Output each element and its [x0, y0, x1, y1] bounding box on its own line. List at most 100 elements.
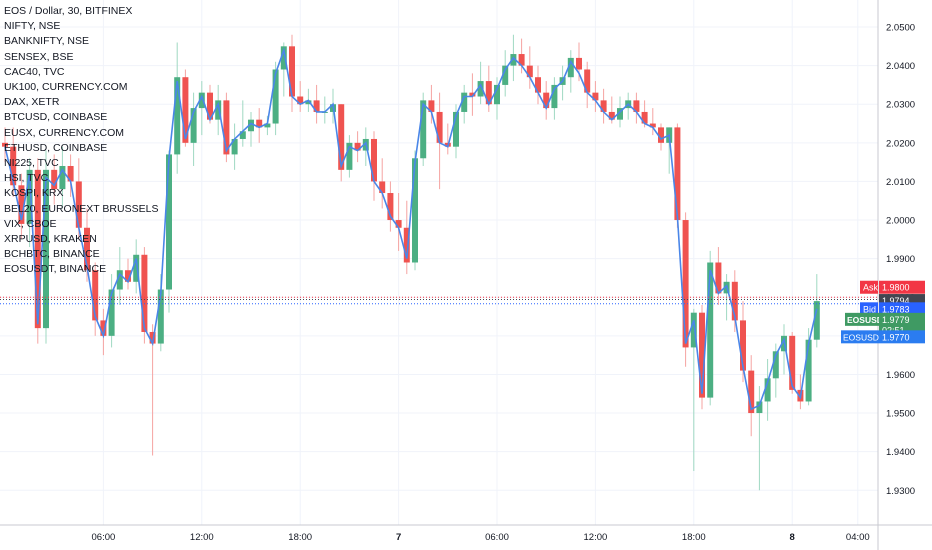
- candle-body: [264, 123, 271, 128]
- symbol-item[interactable]: UK100, CURRENCY.COM: [4, 81, 128, 94]
- candle-body: [297, 96, 304, 105]
- candle-body: [100, 320, 107, 336]
- price-tick-label: 2.0300: [886, 100, 915, 111]
- candle-body: [379, 181, 386, 194]
- candle-body: [813, 301, 820, 340]
- candle-body: [567, 57, 574, 78]
- price-tick-label: 1.9400: [886, 447, 915, 458]
- symbol-item[interactable]: BEL20, EURONEXT BRUSSELS: [4, 202, 159, 215]
- symbol-item[interactable]: CAC40, TVC: [4, 65, 65, 78]
- candle-body: [543, 92, 550, 109]
- candle-body: [608, 111, 615, 120]
- eosusdt-value-bg: [879, 330, 925, 344]
- candle-body: [59, 165, 66, 190]
- price-tick-label: 1.9600: [886, 370, 915, 381]
- eosusd-label-bg: [845, 312, 879, 326]
- candle-body: [75, 181, 82, 228]
- candle-body: [428, 100, 435, 112]
- symbol-item[interactable]: KOSPI, KRX: [4, 187, 64, 200]
- price-tick-label: 1.9300: [886, 486, 915, 497]
- candle-body: [215, 100, 222, 120]
- ask-label: Ask: [863, 283, 879, 293]
- candle-body: [280, 46, 287, 70]
- candle-body: [338, 104, 345, 170]
- candle-body: [633, 100, 640, 112]
- candle-body: [207, 92, 213, 120]
- eosusd-label: EOSUSD: [847, 315, 883, 325]
- symbol-item[interactable]: NI225, TVC: [4, 157, 59, 170]
- candle-body: [658, 127, 664, 143]
- bid-value-tag-bg: [879, 302, 925, 316]
- candle-body: [699, 312, 705, 398]
- symbol-list: NIFTY, NSE BANKNIFTY, NSE SENSEX, BSE CAC40…: [4, 19, 158, 277]
- candle-body: [51, 169, 58, 190]
- candle-body: [182, 77, 189, 143]
- candle-body: [157, 289, 164, 344]
- time-axis[interactable]: 06:00 12:00 18:00 7 06:00 12:00 18:00 8 04:00: [92, 532, 870, 543]
- symbol-item[interactable]: SENSEX, BSE: [4, 50, 74, 63]
- candle-body: [289, 46, 295, 97]
- candle-body: [535, 77, 541, 93]
- chart-title[interactable]: EOS / Dollar, 30, BITFINEX: [4, 5, 133, 17]
- candle-body: [436, 111, 443, 143]
- candle-body: [682, 220, 689, 348]
- symbol-item[interactable]: NIFTY, NSE: [4, 20, 61, 33]
- candle-body: [461, 92, 468, 112]
- candle-body: [305, 100, 312, 105]
- candle-body: [231, 138, 238, 155]
- price-tick-label: 2.0000: [886, 216, 915, 227]
- candle-body: [690, 312, 697, 348]
- candle-body: [764, 378, 771, 402]
- candle-body: [10, 146, 17, 186]
- candle-body: [649, 123, 656, 128]
- eosusdt-line: [4, 47, 818, 411]
- symbol-item[interactable]: BTCUSD, COINBASE: [4, 111, 108, 124]
- candle-body: [34, 169, 41, 329]
- symbol-item[interactable]: EUSX, CURRENCY.COM: [4, 126, 124, 139]
- symbol-item[interactable]: BCHBTC, BINANCE: [4, 248, 100, 261]
- candle-body: [108, 289, 115, 336]
- bid-label: Bid: [863, 304, 876, 314]
- price-level-lines: [0, 296, 878, 305]
- candle-body: [18, 185, 25, 224]
- time-tick-label: 06:00: [92, 532, 116, 543]
- candle-body: [772, 351, 779, 379]
- price-tags: Ask1.98001.9794Bid1.9783EOSUSD1.977902:5…: [841, 280, 925, 344]
- eosusdt-value: 1.9770: [882, 332, 910, 342]
- symbol-item[interactable]: EOSUSDT, BINANCE: [4, 263, 107, 276]
- price-tick-label: 2.0100: [886, 177, 915, 188]
- candle-body: [551, 84, 558, 109]
- price-tick-label: 1.9900: [886, 254, 915, 265]
- candle-body: [510, 54, 517, 66]
- candle-body: [272, 69, 279, 124]
- symbol-item[interactable]: ETHUSD, COINBASE: [4, 141, 108, 154]
- symbol-item[interactable]: BANKNIFTY, NSE: [4, 35, 89, 48]
- candle-body: [371, 138, 377, 182]
- candle-body: [149, 331, 156, 344]
- candle-body: [43, 169, 49, 329]
- symbol-item[interactable]: HSI, TVC: [4, 172, 49, 185]
- candle-body: [354, 142, 361, 151]
- time-tick-label: 04:00: [846, 532, 870, 543]
- symbol-item[interactable]: DAX, XETR: [4, 96, 60, 109]
- candle-body: [26, 169, 33, 224]
- candle-body: [748, 370, 755, 414]
- eosusdt-label: EOSUSDT: [843, 332, 884, 342]
- symbol-item[interactable]: XRPUSD, KRAKEN: [4, 233, 97, 246]
- candle-body: [2, 142, 8, 147]
- candle-body: [707, 262, 714, 398]
- candle-body: [526, 65, 533, 78]
- symbol-item[interactable]: VIX, CBOE: [4, 217, 57, 230]
- candle-body: [395, 220, 402, 228]
- candle-body: [600, 100, 607, 112]
- time-tick-label: 12:00: [190, 532, 214, 543]
- ask-value-tag: 1.9800: [882, 283, 910, 293]
- price-tick-label: 2.0200: [886, 138, 915, 149]
- candle-body: [403, 227, 410, 263]
- candle-body: [789, 335, 796, 390]
- candle-body: [67, 165, 74, 182]
- eosusdt-label-bg: [841, 330, 879, 344]
- time-tick-label: 18:00: [682, 532, 706, 543]
